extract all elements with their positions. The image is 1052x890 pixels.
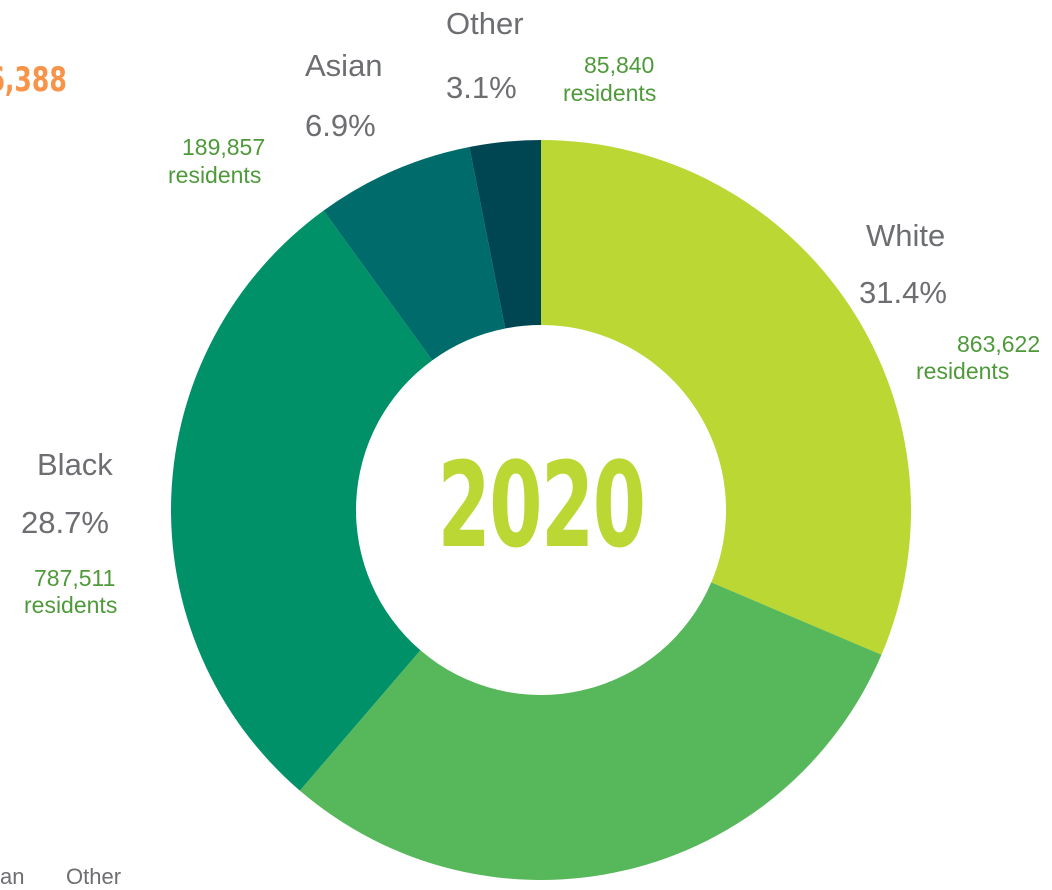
black-category-label: Black [37, 447, 113, 482]
legend-fragment-left: an [0, 864, 25, 889]
white-category-label: White [866, 218, 946, 253]
other-slice [469, 140, 541, 329]
white-percent-label: 31.4% [859, 275, 947, 310]
other-residents-word: residents [563, 80, 657, 106]
asian-percent-label: 6.9% [305, 108, 376, 143]
legend-fragment-right: Other [66, 864, 122, 889]
other-category-label: Other [446, 6, 524, 41]
center-year-label: 2020 [437, 436, 646, 574]
asian-slice [323, 146, 506, 361]
black-slice [170, 210, 433, 791]
white-residents-count: 863,622 [957, 331, 1041, 357]
black-residents-word: residents [24, 592, 118, 618]
other-residents-count: 85,840 [584, 52, 655, 78]
unlabeled-slice [299, 582, 882, 881]
white-residents-word: residents [916, 358, 1010, 384]
asian-residents-word: residents [168, 162, 262, 188]
black-percent-label: 28.7% [21, 505, 109, 540]
white-slice [541, 140, 911, 655]
asian-residents-count: 189,857 [182, 134, 266, 160]
black-residents-count: 787,511 [34, 565, 116, 591]
other-percent-label: 3.1% [446, 70, 517, 105]
asian-category-label: Asian [305, 48, 383, 83]
total-population-fragment: 46,388 [0, 60, 67, 100]
